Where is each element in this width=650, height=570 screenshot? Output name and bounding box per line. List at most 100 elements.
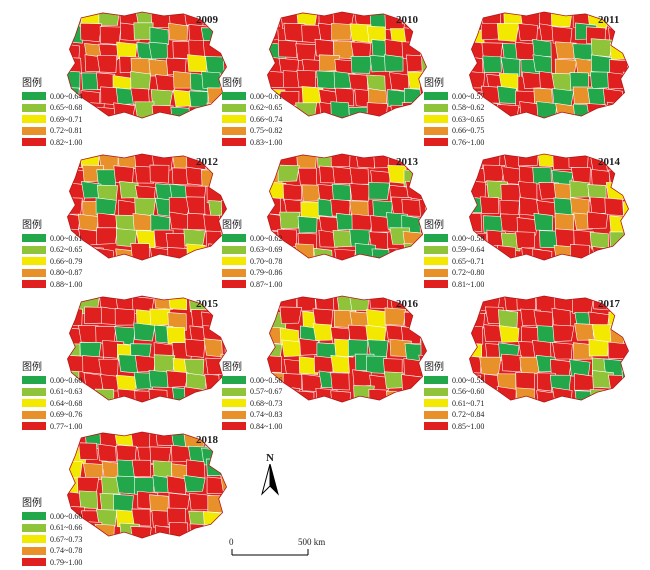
legend-item: 0.00~0.60 xyxy=(22,375,82,385)
district xyxy=(368,388,388,403)
legend-item: 0.87~1.00 xyxy=(222,279,282,289)
district xyxy=(624,216,629,234)
district xyxy=(116,444,137,463)
district xyxy=(277,39,298,58)
choropleth-map xyxy=(469,153,629,261)
legend-title: 图例 xyxy=(222,220,242,231)
legend: 图例 0.00~0.60 0.61~0.63 0.64~0.68 0.69~0.76 0.… xyxy=(22,358,82,433)
legend-item: 0.00~0.60 xyxy=(22,511,82,521)
district xyxy=(201,390,222,403)
legend-swatch xyxy=(424,115,448,123)
district xyxy=(184,386,204,403)
legend-swatch xyxy=(424,245,448,254)
district xyxy=(82,245,104,261)
district xyxy=(552,88,575,106)
district xyxy=(501,353,522,372)
district xyxy=(97,443,117,463)
district xyxy=(532,248,553,261)
legend-item: 0.79~1.00 xyxy=(22,557,82,567)
district xyxy=(348,295,370,311)
district xyxy=(94,523,115,539)
legend-item: 0.00~0.56 xyxy=(222,375,282,385)
legend-swatch xyxy=(22,115,46,123)
district xyxy=(133,322,156,342)
district xyxy=(533,310,553,329)
district xyxy=(348,339,369,357)
district xyxy=(188,106,208,119)
district xyxy=(570,244,590,261)
district xyxy=(295,43,317,61)
legend-range-label: 0.00~0.61 xyxy=(50,233,83,243)
scale-bar-line xyxy=(231,549,309,556)
legend-range-label: 0.69~0.71 xyxy=(50,114,83,124)
district xyxy=(550,11,573,28)
district xyxy=(590,38,613,57)
district xyxy=(626,308,629,326)
district xyxy=(279,306,302,324)
district xyxy=(78,442,98,460)
district xyxy=(330,372,350,391)
district xyxy=(222,445,227,463)
district xyxy=(352,369,372,387)
legend-swatch xyxy=(222,410,246,419)
district xyxy=(149,308,171,326)
legend: 图例 0.00~0.58 0.59~0.64 0.65~0.71 0.72~0.80 0.… xyxy=(424,216,484,291)
district xyxy=(368,295,389,309)
year-label: 2017 xyxy=(598,298,620,310)
district xyxy=(469,212,483,233)
choropleth-map xyxy=(67,11,227,119)
district xyxy=(469,355,482,374)
legend-swatch xyxy=(22,126,46,135)
scale-start-label: 0 xyxy=(229,537,234,547)
district xyxy=(532,38,552,57)
legend-swatch xyxy=(222,234,246,242)
legend-swatch xyxy=(22,376,46,384)
legend-swatch xyxy=(22,280,46,288)
district xyxy=(401,102,424,119)
district xyxy=(351,213,374,232)
legend-item: 0.68~0.73 xyxy=(222,398,282,408)
district xyxy=(114,308,136,326)
district xyxy=(517,23,538,42)
district xyxy=(80,22,102,43)
legend-swatch xyxy=(222,115,246,123)
district xyxy=(551,26,573,44)
district xyxy=(532,54,552,74)
district xyxy=(130,71,152,90)
district xyxy=(496,23,520,42)
legend-range-label: 0.61~0.63 xyxy=(50,387,83,396)
legend-swatch xyxy=(424,268,448,277)
district xyxy=(403,358,424,378)
district xyxy=(267,23,279,41)
legend-swatch xyxy=(222,399,246,407)
district xyxy=(607,341,629,360)
legend-swatch xyxy=(424,280,448,288)
district xyxy=(385,390,406,403)
district xyxy=(334,87,355,107)
district xyxy=(312,323,332,341)
map-panel-2013: 2013 图例 0.00~0.62 0.63~0.69 0.70~0.78 0.79~0.… xyxy=(222,152,427,292)
district xyxy=(313,247,333,261)
district xyxy=(155,74,177,93)
district xyxy=(610,42,629,60)
district xyxy=(224,338,227,356)
district xyxy=(330,354,350,374)
district xyxy=(552,387,573,403)
legend-item: 0.75~0.82 xyxy=(222,126,282,136)
district xyxy=(94,388,115,403)
legend: 图例 0.00~0.64 0.65~0.68 0.69~0.71 0.72~0.81 0.… xyxy=(22,74,82,149)
legend-item: 0.66~0.79 xyxy=(22,256,82,266)
district xyxy=(222,460,227,478)
district xyxy=(296,69,316,88)
legend-swatch xyxy=(222,257,246,265)
district xyxy=(155,431,176,447)
district xyxy=(185,196,206,215)
district xyxy=(384,38,405,58)
legend-item: 0.00~0.57 xyxy=(424,91,484,101)
district xyxy=(172,71,193,89)
legend: 图例 0.00~0.57 0.58~0.62 0.63~0.65 0.66~0.75 0.… xyxy=(424,74,484,149)
district xyxy=(503,11,523,26)
district xyxy=(497,104,520,119)
district xyxy=(500,213,520,233)
district xyxy=(624,39,629,57)
